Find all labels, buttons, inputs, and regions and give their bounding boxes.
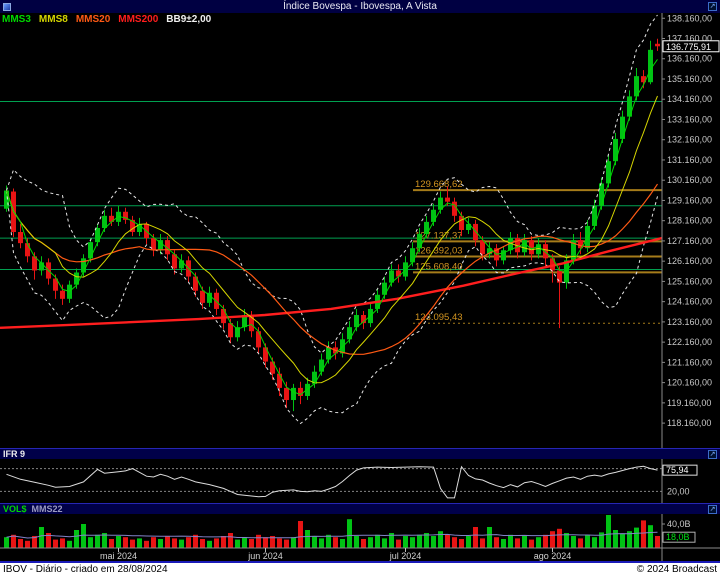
svg-text:123.095,43: 123.095,43 bbox=[415, 312, 463, 323]
legend-item-mms8: MMS8 bbox=[38, 14, 68, 25]
statusbar-left: IBOV - Diário - criado em 28/08/2024 bbox=[3, 563, 168, 575]
svg-text:75,94: 75,94 bbox=[666, 465, 689, 475]
svg-text:127.160,00: 127.160,00 bbox=[667, 236, 712, 246]
svg-text:129.160,00: 129.160,00 bbox=[667, 195, 712, 205]
main-chart-svg[interactable]: 129.668,62 127.137,37 126.392,03 125.608,40… bbox=[0, 13, 720, 448]
svg-text:121.160,00: 121.160,00 bbox=[667, 357, 712, 367]
candlestick-series bbox=[4, 38, 660, 412]
window-title: Índice Bovespa - Ibovespa, A Vista bbox=[283, 1, 437, 12]
ifr-panel-title: IFR 9 bbox=[3, 449, 26, 459]
svg-text:125.160,00: 125.160,00 bbox=[667, 276, 712, 286]
svg-text:134.160,00: 134.160,00 bbox=[667, 94, 712, 104]
svg-text:mai 2024: mai 2024 bbox=[100, 551, 137, 561]
app-icon bbox=[3, 2, 11, 11]
popout-icon[interactable]: ↗ bbox=[708, 504, 717, 514]
legend-item-mms200: MMS200 bbox=[118, 14, 159, 25]
moving-averages bbox=[0, 59, 663, 396]
rsi-levels: 20,00 bbox=[0, 459, 690, 503]
svg-text:126.160,00: 126.160,00 bbox=[667, 256, 712, 266]
svg-text:130.160,00: 130.160,00 bbox=[667, 175, 712, 185]
current-price-box: 136.775,91 bbox=[662, 40, 720, 53]
vol-panel-title: VOL$ bbox=[3, 504, 27, 514]
svg-text:jul 2024: jul 2024 bbox=[389, 551, 422, 561]
svg-text:129.668,62: 129.668,62 bbox=[415, 179, 463, 190]
volume-axis: 40,0B bbox=[662, 519, 691, 529]
legend-item-mms20: MMS20 bbox=[75, 14, 111, 25]
vol-panel-subtitle: MMS22 bbox=[31, 504, 63, 514]
svg-text:132.160,00: 132.160,00 bbox=[667, 135, 712, 145]
legend-item-mms3: MMS3 bbox=[2, 14, 31, 25]
svg-text:128.160,00: 128.160,00 bbox=[667, 216, 712, 226]
svg-text:18,0B: 18,0B bbox=[666, 532, 690, 542]
svg-text:119.160,00: 119.160,00 bbox=[667, 398, 711, 408]
svg-text:125.608,40: 125.608,40 bbox=[415, 261, 463, 272]
svg-text:137.160,00: 137.160,00 bbox=[667, 34, 712, 44]
volume-ma-line bbox=[6, 531, 658, 539]
vol-chart-svg[interactable]: mai 2024 jun 2024 jul 2024 ago 2024 40,0B 18,… bbox=[0, 514, 720, 561]
popout-icon[interactable]: ↗ bbox=[708, 449, 717, 459]
ifr-chart-svg[interactable]: 20,00 75,94 bbox=[0, 459, 720, 503]
volume-current-box: 18,0B bbox=[662, 531, 696, 543]
window-titlebar: Índice Bovespa - Ibovespa, A Vista ↗ bbox=[0, 0, 720, 13]
rsi-line bbox=[6, 465, 658, 499]
statusbar: IBOV - Diário - criado em 28/08/2024 © 2… bbox=[0, 561, 720, 575]
svg-text:136.160,00: 136.160,00 bbox=[667, 54, 712, 64]
svg-text:133.160,00: 133.160,00 bbox=[667, 114, 712, 124]
vol-panel-header: VOL$ MMS22 ↗ bbox=[0, 503, 720, 514]
price-axis: 138.160,00 137.160,00 136.160,00 135.160,00… bbox=[661, 13, 712, 448]
statusbar-right: © 2024 Broadcast bbox=[636, 563, 717, 575]
price-chart-panel: MMS3 MMS8 MMS20 MMS200 BB9±2,00 129.668,62 12… bbox=[0, 13, 720, 448]
svg-text:jun 2024: jun 2024 bbox=[247, 551, 283, 561]
svg-text:135.160,00: 135.160,00 bbox=[667, 74, 712, 84]
svg-text:126.392,03: 126.392,03 bbox=[415, 245, 463, 256]
svg-text:138.160,00: 138.160,00 bbox=[667, 13, 712, 23]
svg-text:123.160,00: 123.160,00 bbox=[667, 317, 712, 327]
legend-item-bb9200: BB9±2,00 bbox=[166, 14, 212, 25]
indicator-legend: MMS3 MMS8 MMS20 MMS200 BB9±2,00 bbox=[2, 14, 211, 25]
svg-text:124.160,00: 124.160,00 bbox=[667, 297, 712, 307]
time-axis: mai 2024 jun 2024 jul 2024 ago 2024 bbox=[0, 514, 720, 561]
support-levels: 129.668,62 127.137,37 126.392,03 125.608,40… bbox=[0, 100, 662, 324]
volume-bars bbox=[4, 515, 660, 548]
svg-text:118.160,00: 118.160,00 bbox=[667, 418, 711, 428]
svg-text:122.160,00: 122.160,00 bbox=[667, 337, 712, 347]
svg-text:136.775,91: 136.775,91 bbox=[666, 42, 711, 52]
svg-text:120.160,00: 120.160,00 bbox=[667, 378, 712, 388]
svg-text:131.160,00: 131.160,00 bbox=[667, 155, 712, 165]
svg-text:127.137,37: 127.137,37 bbox=[415, 230, 463, 241]
ifr-panel-header: IFR 9 ↗ bbox=[0, 448, 720, 459]
svg-text:20,00: 20,00 bbox=[667, 486, 690, 496]
popout-icon[interactable]: ↗ bbox=[708, 2, 717, 11]
svg-text:ago 2024: ago 2024 bbox=[534, 551, 572, 561]
bollinger-bands bbox=[6, 14, 658, 425]
svg-text:40,0B: 40,0B bbox=[667, 519, 691, 529]
rsi-current-box: 75,94 bbox=[662, 464, 698, 476]
